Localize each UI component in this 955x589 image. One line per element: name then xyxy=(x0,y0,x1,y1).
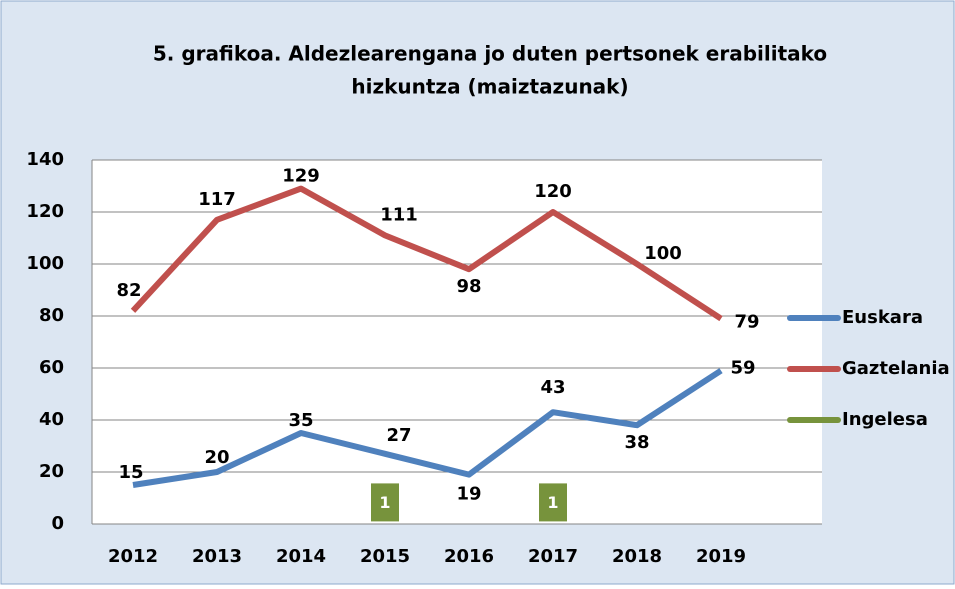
data-label: 38 xyxy=(624,432,649,453)
data-label: 27 xyxy=(386,425,411,446)
y-tick-label: 80 xyxy=(39,305,64,326)
data-label: 35 xyxy=(288,410,313,431)
x-tick-label: 2014 xyxy=(276,546,326,567)
y-tick-label: 40 xyxy=(39,409,64,430)
data-label-box xyxy=(539,483,567,522)
data-label: 20 xyxy=(204,447,229,468)
y-tick-label: 20 xyxy=(39,461,64,482)
y-tick-label: 120 xyxy=(26,201,64,222)
data-label: 43 xyxy=(540,377,565,398)
series-line xyxy=(130,185,723,322)
x-tick-label: 2012 xyxy=(108,546,158,567)
x-tick-label: 2016 xyxy=(444,546,494,567)
data-label: 82 xyxy=(116,280,141,301)
series-line xyxy=(132,368,723,488)
data-label: 59 xyxy=(730,358,755,379)
legend-label: Gaztelania xyxy=(842,358,950,379)
data-label: 1 xyxy=(547,493,558,512)
data-label: 1 xyxy=(379,493,390,512)
data-label: 98 xyxy=(456,276,481,297)
x-tick-label: 2017 xyxy=(528,546,578,567)
x-tick-label: 2019 xyxy=(696,546,746,567)
chart-subtitle: hizkuntza (maiztazunak) xyxy=(351,75,628,99)
data-label: 111 xyxy=(380,204,418,225)
legend-label: Ingelesa xyxy=(842,409,928,430)
data-label: 120 xyxy=(534,181,572,202)
legend-label: Euskara xyxy=(842,307,923,328)
x-tick-label: 2013 xyxy=(192,546,242,567)
y-tick-label: 140 xyxy=(26,149,64,170)
data-label: 19 xyxy=(456,484,481,505)
data-label: 15 xyxy=(118,462,143,483)
data-label: 117 xyxy=(198,189,236,210)
data-label: 129 xyxy=(282,166,320,187)
chart-title: 5. grafikoa. Aldezlearengana jo duten pe… xyxy=(153,42,827,66)
y-tick-label: 60 xyxy=(39,357,64,378)
x-tick-label: 2018 xyxy=(612,546,662,567)
y-tick-label: 100 xyxy=(26,253,64,274)
x-tick-label: 2015 xyxy=(360,546,410,567)
data-label: 79 xyxy=(734,312,759,333)
y-tick-label: 0 xyxy=(51,513,64,534)
data-label: 100 xyxy=(644,243,682,264)
data-label-box xyxy=(371,483,399,522)
